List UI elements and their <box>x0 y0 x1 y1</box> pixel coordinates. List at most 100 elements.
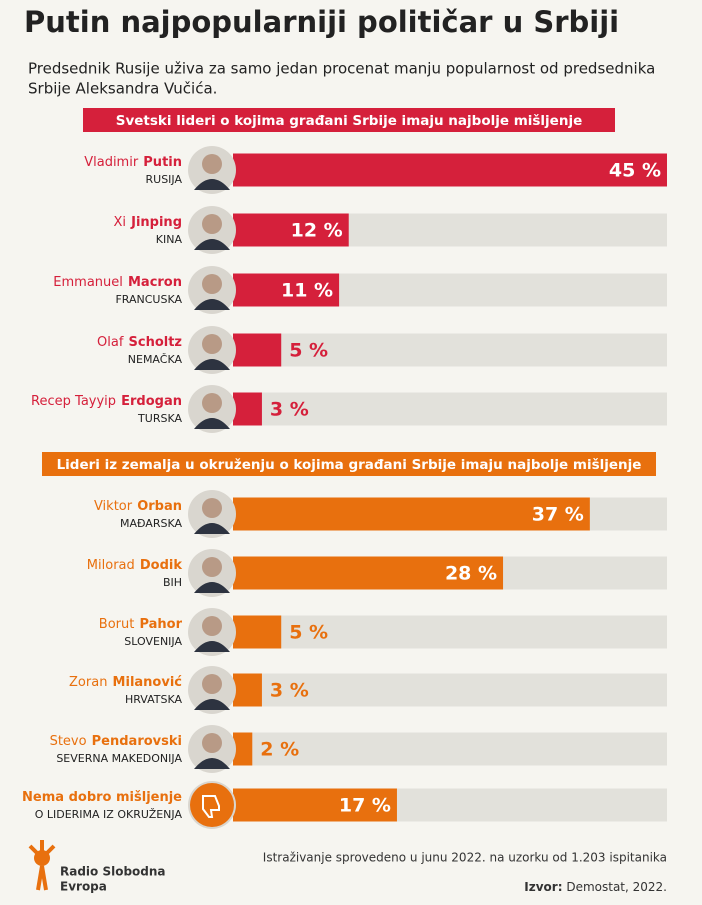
leader-name: Recep Tayyip Erdogan <box>31 391 182 410</box>
portrait-head <box>202 557 222 577</box>
last-name: Jinping <box>130 215 182 230</box>
portrait-body <box>194 239 230 250</box>
country: HRVATSKA <box>125 693 183 706</box>
country: SLOVENIJA <box>124 635 182 648</box>
portrait <box>188 385 236 433</box>
first-name: Stevo <box>50 734 87 749</box>
bar <box>233 392 262 426</box>
value-label: 3 % <box>270 399 309 421</box>
portrait <box>188 206 236 254</box>
portrait-head <box>202 334 222 354</box>
portrait-body <box>194 582 230 593</box>
last-name: Macron <box>128 275 182 290</box>
value-label: 5 % <box>289 622 328 644</box>
portrait-head <box>202 733 222 753</box>
portrait-body <box>194 699 230 710</box>
portrait <box>188 146 236 194</box>
leader-name: Viktor Orban <box>94 496 182 515</box>
leader-name: Olaf Scholtz <box>97 332 182 351</box>
first-name: Vladimir <box>84 155 139 170</box>
portrait-body <box>194 523 230 534</box>
bar-track <box>233 333 667 367</box>
portrait-body <box>194 758 230 769</box>
country: TURSKA <box>137 412 182 425</box>
bar <box>233 497 590 531</box>
country: O LIDERIMA IZ OKRUŽENJA <box>35 808 183 821</box>
subtitle: Predsednik Rusije uživa za samo jedan pr… <box>28 60 655 78</box>
bar-track <box>233 392 667 426</box>
portrait-body <box>194 179 230 190</box>
country: FRANCUSKA <box>115 293 182 306</box>
source-text: Demostat, 2022. <box>566 880 667 894</box>
first-name: Borut <box>99 617 135 632</box>
country: KINA <box>156 233 183 246</box>
source-label: Izvor: <box>524 880 562 894</box>
portrait-body <box>194 418 230 429</box>
logo-text: Radio Slobodna <box>60 865 166 879</box>
portrait-body <box>194 299 230 310</box>
last-name: Nema dobro mišljenje <box>22 790 182 805</box>
portrait-head <box>202 274 222 294</box>
subtitle: Srbije Aleksandra Vučića. <box>28 80 217 98</box>
value-label: 28 % <box>445 563 497 585</box>
bar-track <box>233 732 667 766</box>
section-header-bg <box>83 108 615 132</box>
country: MAĐARSKA <box>120 517 183 530</box>
first-name: Xi <box>114 215 127 230</box>
portrait-head <box>202 616 222 636</box>
last-name: Pendarovski <box>92 734 182 749</box>
portrait <box>188 725 236 773</box>
last-name: Pahor <box>139 617 182 632</box>
portrait <box>188 266 236 314</box>
portrait-body <box>194 641 230 652</box>
logo-text: Evropa <box>60 880 107 894</box>
thumbs-down-icon <box>202 795 220 818</box>
first-name: Emmanuel <box>53 275 123 290</box>
section-header: Svetski lideri o kojima građani Srbije i… <box>116 113 583 129</box>
title: Putin najpopularniji političar u Srbiji <box>24 5 619 39</box>
last-name: Erdogan <box>121 394 182 409</box>
portrait <box>188 490 236 538</box>
last-name: Dodik <box>140 558 182 573</box>
bar <box>233 732 253 766</box>
leader-name: Nema dobro mišljenje <box>22 790 182 805</box>
portrait-head <box>202 498 222 518</box>
bar <box>233 615 282 649</box>
first-name: Viktor <box>94 499 133 514</box>
leader-name: Zoran Milanović <box>69 672 182 691</box>
bar <box>233 273 340 307</box>
bar-track <box>233 615 667 649</box>
value-label: 45 % <box>609 160 661 182</box>
bar <box>233 556 504 590</box>
country: RUSIJA <box>146 173 183 186</box>
last-name: Milanović <box>113 675 183 690</box>
value-label: 11 % <box>281 280 333 302</box>
country: BIH <box>163 576 182 589</box>
first-name: Zoran <box>69 675 107 690</box>
bar <box>233 153 667 187</box>
first-name: Recep Tayyip <box>31 394 116 409</box>
bar-track <box>233 673 667 707</box>
icon-bg <box>190 783 234 827</box>
bar <box>233 213 349 247</box>
value-label: 17 % <box>339 795 391 817</box>
logo: Radio Slobodna Evropa <box>28 840 166 894</box>
value-label: 2 % <box>260 739 299 761</box>
bar <box>233 333 282 367</box>
value-label: 3 % <box>270 680 309 702</box>
country: NEMAČKA <box>128 353 183 366</box>
source: Izvor: Demostat, 2022. <box>524 880 667 894</box>
country: SEVERNA MAKEDONIJA <box>56 752 182 765</box>
section-header-bg <box>42 452 656 476</box>
portrait-head <box>202 154 222 174</box>
portrait <box>188 666 236 714</box>
first-name: Milorad <box>87 558 135 573</box>
portrait-head <box>202 393 222 413</box>
leader-name: Stevo Pendarovski <box>50 731 182 750</box>
portrait <box>188 781 236 829</box>
last-name: Putin <box>143 155 182 170</box>
portrait-head <box>202 214 222 234</box>
note: Istraživanje sprovedeno u junu 2022. na … <box>263 851 667 865</box>
